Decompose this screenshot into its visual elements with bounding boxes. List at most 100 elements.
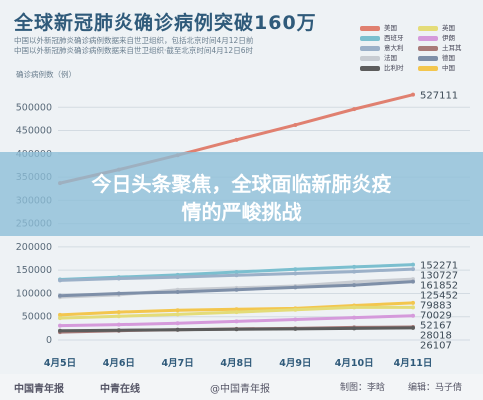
legend-label: 英国 [442,24,455,32]
series-end-label: 70029 [420,311,452,322]
series-point [411,92,415,97]
series-point [293,326,298,331]
series-point [116,322,121,327]
series-end-label: 79883 [420,301,452,312]
series-point [352,315,357,320]
legend-swatch [418,66,438,71]
series-point [234,319,239,324]
x-tick-label: 4月6日 [103,358,135,369]
series-point [234,287,239,292]
series-end-label: 152271 [420,261,458,272]
legend-swatch [360,36,380,41]
footer-bar: 中国青年报 中青在线 @中国青年报 制图：李晗 编辑：马子倩 [0,374,483,400]
series-end-label: 527111 [420,91,458,102]
series-point [293,122,298,127]
source-handle: @中国青年报 [210,384,270,395]
series-end-label: 125452 [420,291,458,302]
series-end-label: 28018 [420,331,452,342]
y-axis-label: 确诊病例数（例） [16,70,76,79]
x-tick-label: 4月11日 [394,358,433,369]
series-point [352,326,357,331]
y-tick-label: 450000 [16,126,52,137]
series-point [411,267,415,272]
series-point [293,267,298,272]
series-point [175,327,180,332]
series-end-label: 26107 [420,341,452,352]
series-point [352,264,357,269]
series-point [411,305,415,310]
y-tick-label: 50000 [22,312,52,323]
series-point [411,313,415,318]
y-tick-label: 100000 [16,288,52,299]
series-point [58,316,62,321]
legend-label: 德国 [442,54,455,62]
series-point [411,300,415,305]
series-point [234,310,239,315]
series-point [293,285,298,290]
legend-swatch [418,26,438,31]
headline-banner: 今日头条聚焦，全球面临新肺炎疫 情的严峻挑战 [0,152,483,236]
y-tick-label: 150000 [16,265,52,276]
y-tick-label: 200000 [16,242,52,253]
series-end-label: 52167 [420,321,452,332]
chart-subtitle-line-2: 中国以外新冠肺炎确诊病例数据来自世卫组织·截至北京时间4月12日6时 [14,46,253,55]
chart-subtitle-line-1: 中国以外新冠肺炎确诊病例数据来自世卫组织，包括北京时间4月12日前 [14,36,254,45]
series-point [58,278,62,283]
legend-swatch [360,46,380,51]
series-point [352,269,357,274]
series-point [116,291,121,296]
legend-label: 西班牙 [384,34,404,42]
legend-swatch [418,36,438,41]
x-tick-label: 4月7日 [162,358,194,369]
legend-swatch [360,26,380,31]
series-point [293,271,298,276]
publisher-logo: 中国青年报 [14,384,64,395]
legend-swatch [360,56,380,61]
legend-label: 土耳其 [442,44,462,52]
legend-swatch [418,56,438,61]
series-point [116,328,121,333]
series-end-label: 130727 [420,271,458,282]
series-point [234,270,239,275]
series-point [352,283,357,288]
x-tick-label: 4月9日 [279,358,311,369]
x-tick-label: 4月5日 [44,358,76,369]
series-point [116,314,121,319]
series-point [234,273,239,278]
series-point [175,312,180,317]
legend-label: 比利时 [384,64,404,72]
series-point [352,107,357,112]
series-point [411,262,415,267]
series-point [175,308,180,313]
x-tick-label: 4月10日 [335,358,374,369]
y-tick-label: 0 [46,335,52,346]
series-point [293,317,298,322]
series-point [58,323,62,328]
series-point [58,328,62,333]
publisher-logo-secondary: 中青在线 [100,384,140,395]
series-point [58,312,62,317]
legend-label: 中国 [442,64,455,72]
credit-edit: 编辑：马子倩 [408,383,463,393]
legend-label: 法国 [384,54,397,62]
series-point [175,321,180,326]
y-tick-label: 500000 [16,102,52,113]
series-point [293,307,298,312]
chart-title: 全球新冠肺炎确诊病例突破160万 [14,12,317,34]
series-point [175,275,180,280]
series-point [234,137,239,142]
headline-line-2: 情的严峻挑战 [181,200,302,224]
series-end-label: 161852 [420,281,458,292]
credit-make: 制图：李晗 [340,383,386,393]
legend-swatch [418,46,438,51]
legend-label: 意大利 [384,44,404,52]
series-point [234,307,239,312]
legend-swatch [360,66,380,71]
series-point [116,310,121,315]
series-point [116,276,121,281]
series-point [352,279,357,284]
series-point [175,290,180,295]
headline-line-1: 今日头条聚焦，全球面临新肺炎疫 [91,172,392,196]
